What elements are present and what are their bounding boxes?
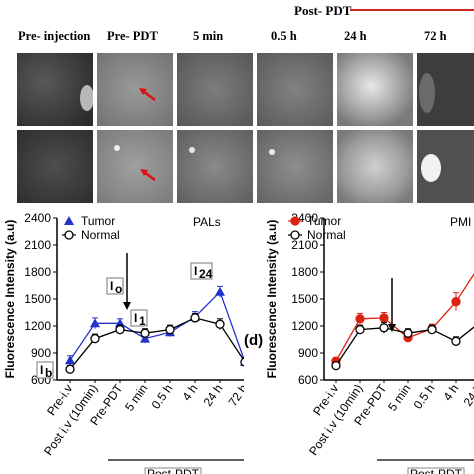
series-line-tumor bbox=[335, 272, 474, 362]
y-tick-label: 1500 bbox=[24, 292, 51, 306]
x-tick-label: 24 h bbox=[461, 382, 474, 409]
x-tick-label: 24 h bbox=[201, 382, 226, 409]
data-point-normal bbox=[65, 364, 75, 374]
y-tick-label: 1800 bbox=[291, 265, 318, 279]
column-header-pre-pdt: Pre- PDT bbox=[107, 29, 158, 43]
x-tick-label: 0.5 h bbox=[411, 382, 438, 412]
image-72-h-row2 bbox=[417, 130, 474, 203]
data-point-tumor bbox=[90, 318, 100, 328]
annotation-i24-box bbox=[190, 262, 213, 280]
annotation-io-sub: o bbox=[115, 282, 122, 296]
image-0-5-h-row2 bbox=[257, 130, 333, 203]
annotation-ib-sub: b bbox=[45, 366, 52, 380]
annotation-i24-sub: 24 bbox=[199, 267, 213, 281]
post-pdt-label: Post-PDT bbox=[147, 467, 200, 474]
x-tick-label: 5 min bbox=[385, 382, 413, 414]
y-tick-label: 1800 bbox=[24, 265, 51, 279]
data-point-normal bbox=[140, 328, 150, 338]
y-tick-label: 2100 bbox=[291, 238, 318, 252]
annotation-i1-main: I bbox=[134, 311, 137, 325]
legend-marker-tumor bbox=[64, 216, 74, 225]
image-0-5-h-row1 bbox=[257, 53, 333, 126]
image-24-h-row2 bbox=[337, 130, 413, 203]
data-point-tumor bbox=[215, 286, 225, 296]
annotation-io-box bbox=[106, 277, 124, 295]
image-pre-injection-row1 bbox=[17, 53, 93, 126]
x-tick-label: 72 h bbox=[226, 382, 244, 409]
column-header-0-5-h: 0.5 h bbox=[271, 29, 297, 43]
y-tick-label: 1500 bbox=[291, 292, 318, 306]
series-line-tumor bbox=[69, 290, 244, 362]
data-point-normal bbox=[165, 324, 175, 335]
y-tick-label: 900 bbox=[298, 346, 318, 360]
data-point-normal bbox=[379, 323, 389, 333]
y-axis-label: Fluorescence Intensity (a.u) bbox=[3, 220, 17, 379]
image-5-min-row2 bbox=[177, 130, 253, 203]
post-pdt-box bbox=[144, 467, 202, 474]
y-tick-label: 600 bbox=[298, 373, 318, 387]
image-pre-pdt-row2 bbox=[97, 130, 173, 203]
data-point-normal bbox=[451, 336, 461, 346]
legend-label-normal: Normal bbox=[81, 228, 120, 242]
data-point-normal bbox=[90, 333, 100, 344]
annotation-i24-main: I bbox=[194, 264, 197, 278]
data-point-tumor bbox=[451, 297, 461, 307]
annotation-io-main: I bbox=[110, 279, 113, 293]
y-tick-label: 1200 bbox=[24, 319, 51, 333]
data-point-normal bbox=[215, 319, 225, 329]
annotation-i1-box bbox=[130, 309, 148, 327]
y-tick-label: 900 bbox=[31, 346, 51, 360]
post-pdt-label: Post-PDT bbox=[410, 467, 463, 474]
post-pdt-arrow bbox=[350, 9, 474, 11]
column-header-5-min: 5 min bbox=[193, 29, 224, 43]
image-24-h-row1 bbox=[337, 53, 413, 126]
column-header-24-h: 24 h bbox=[344, 29, 367, 43]
image-72-h-row1 bbox=[417, 53, 474, 126]
annotation-ib-main: I bbox=[40, 363, 43, 377]
data-point-normal bbox=[331, 360, 341, 371]
data-point-normal bbox=[427, 324, 437, 335]
legend-label-normal: Normal bbox=[307, 228, 346, 242]
data-point-tumor bbox=[65, 355, 75, 365]
column-header-72-h: 72 h bbox=[424, 29, 447, 43]
annotation-ib-box bbox=[36, 361, 54, 379]
post-pdt-title: Post- PDT bbox=[294, 3, 352, 18]
data-point-tumor bbox=[140, 333, 150, 343]
chart-title: PMI bbox=[450, 215, 471, 229]
y-tick-label: 1200 bbox=[291, 319, 318, 333]
data-point-normal bbox=[115, 324, 125, 335]
x-tick-label: 4 h bbox=[440, 382, 461, 404]
data-point-tumor bbox=[355, 314, 365, 324]
legend-marker-tumor bbox=[290, 216, 300, 226]
image-pre-pdt-row1 bbox=[97, 53, 173, 126]
legend-label-tumor: Tumor bbox=[81, 214, 115, 228]
pdt-arrow-head bbox=[388, 324, 396, 332]
data-point-normal bbox=[190, 313, 200, 323]
data-point-tumor bbox=[379, 313, 389, 323]
y-axis-label: Fluorescence Intensity (a.u) bbox=[265, 220, 279, 379]
y-tick-label: 2400 bbox=[24, 211, 51, 225]
x-tick-label: 5 min bbox=[122, 382, 150, 414]
image-pre-injection-row2 bbox=[17, 130, 93, 203]
data-point-normal bbox=[355, 324, 365, 335]
y-tick-label: 2100 bbox=[24, 238, 51, 252]
panel-d-label: (d) bbox=[244, 332, 264, 349]
data-point-normal bbox=[240, 357, 244, 367]
column-header-pre-injection: Pre- injection bbox=[18, 29, 91, 43]
post-pdt-box bbox=[407, 467, 465, 474]
pdt-arrow-head bbox=[123, 302, 131, 310]
data-point-normal bbox=[403, 328, 413, 338]
x-tick-label: 0.5 h bbox=[149, 382, 176, 412]
annotation-i1-sub: 1 bbox=[139, 314, 146, 328]
legend-label-tumor: Tumor bbox=[307, 214, 341, 228]
legend-marker-normal bbox=[64, 230, 74, 240]
legend-marker-normal bbox=[290, 230, 300, 240]
image-5-min-row1 bbox=[177, 53, 253, 126]
chart-title: PALs bbox=[193, 215, 221, 229]
x-tick-label: 4 h bbox=[179, 382, 200, 404]
